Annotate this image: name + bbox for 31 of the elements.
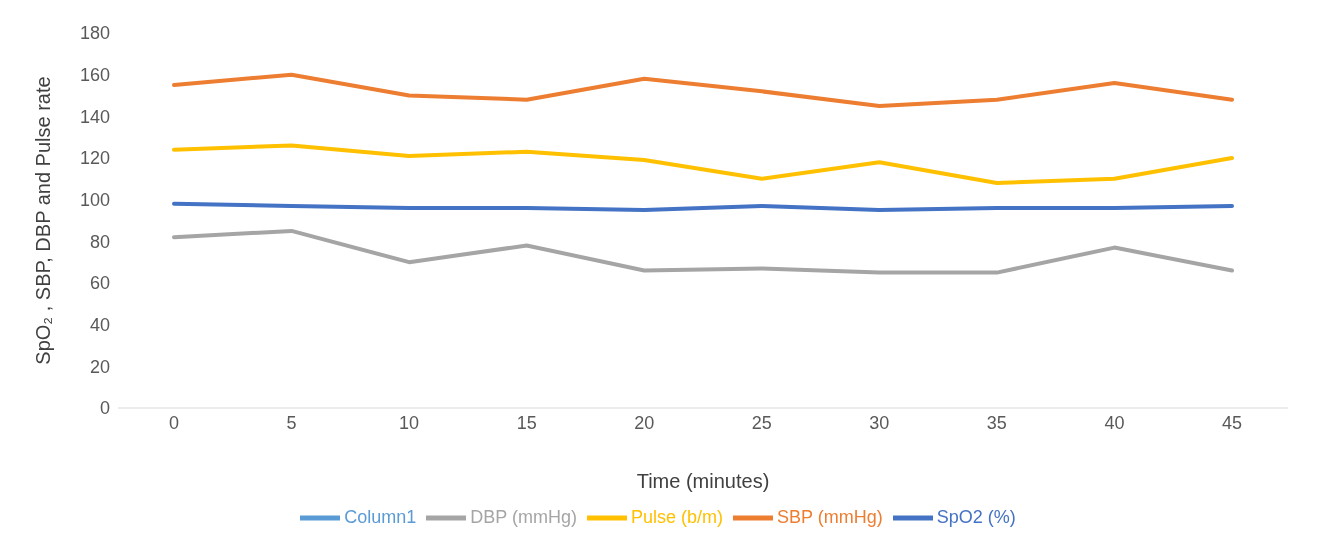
line-series [172,72,1234,108]
x-tick-label: 40 [1104,412,1125,433]
x-tick-label: 10 [399,412,420,433]
legend-label: Pulse (b/m) [630,506,724,527]
x-axis-title: Time (minutes) [636,470,770,492]
y-tick-label: 100 [79,190,110,211]
x-tick-label: 5 [286,412,297,433]
y-tick-label: 120 [79,148,110,169]
legend-label: SBP (mmHg) [777,506,883,527]
x-tick-label: 20 [634,412,655,433]
legend-label: SpO2 (%) [936,506,1016,527]
x-tick-label: 30 [869,412,890,433]
y-tick-label: 160 [79,65,110,86]
line-series [172,228,1234,275]
line-series [172,201,1234,213]
legend-label: DBP (mmHg) [470,506,577,527]
y-tick-label: 80 [89,231,110,252]
y-tick-label: 140 [79,106,110,127]
x-tick-label: 45 [1221,412,1243,433]
y-tick-label: 180 [79,23,110,44]
legend-label: Column1 [344,506,417,527]
x-tick-label: 0 [168,412,180,433]
y-tick-label: 20 [89,356,110,377]
line-series [172,143,1234,185]
y-tick-label: 0 [99,398,110,419]
x-tick-label: 35 [986,412,1007,433]
x-tick-label: 25 [751,412,772,433]
y-axis-title: SpO₂ , SBP, DBP and Pulse rate [32,76,55,365]
y-tick-label: 40 [89,315,110,336]
y-tick-label: 60 [89,273,110,294]
x-tick-label: 15 [516,412,537,433]
